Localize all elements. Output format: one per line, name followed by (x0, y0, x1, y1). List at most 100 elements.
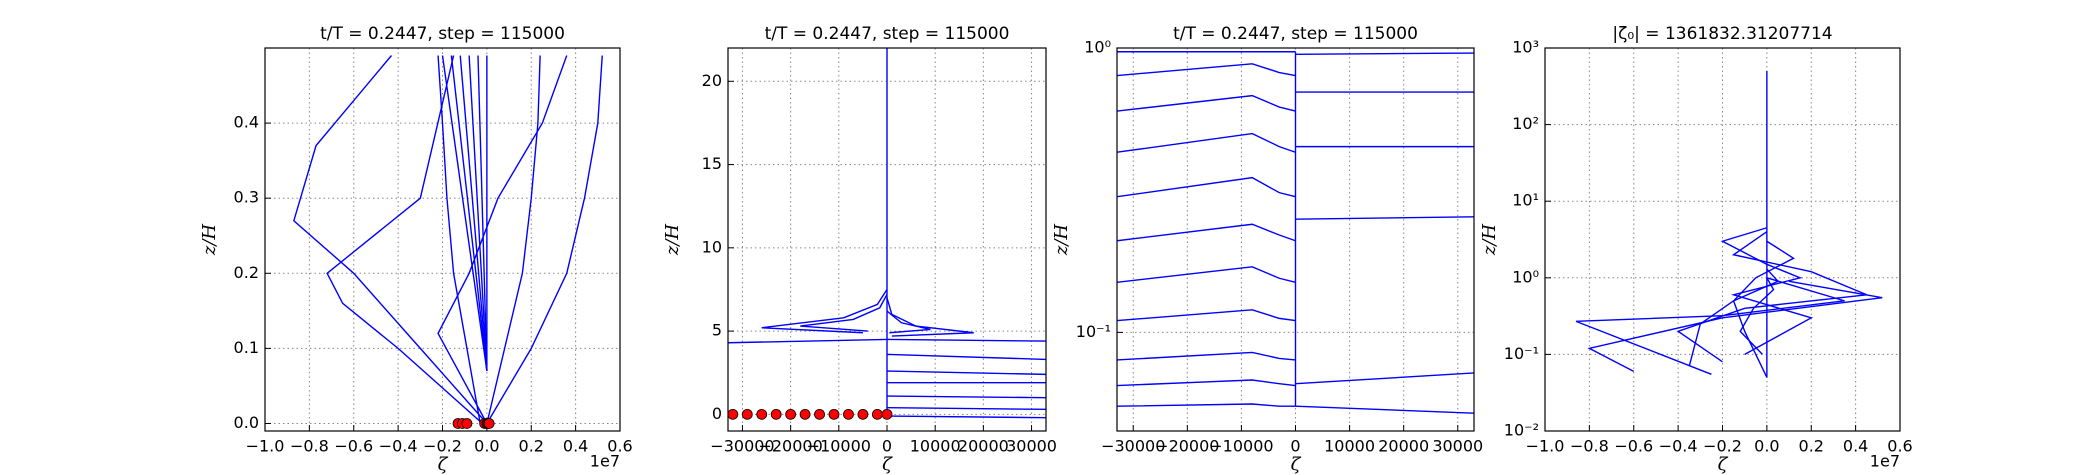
x-tick-label: 30000 (1006, 437, 1057, 456)
plot-area (1575, 71, 1883, 378)
x-tick-label: −20000 (1155, 437, 1219, 456)
profile-line (1295, 52, 1474, 56)
profile-line (1295, 372, 1474, 385)
axes-frame (1116, 47, 1475, 432)
marker (461, 418, 473, 429)
y-tick-label: 0.2 (234, 263, 259, 282)
x-tick-label: −0.4 (1659, 437, 1698, 456)
x-tick-label: −1.0 (246, 437, 285, 456)
y-tick-label: 10¹ (1512, 191, 1539, 210)
profile-line (800, 294, 888, 332)
x-tick-label: 0.2 (519, 437, 544, 456)
marker (857, 408, 869, 420)
profile-line (1575, 277, 1845, 375)
y-axis-label: z/H (199, 224, 220, 257)
profile-line (486, 55, 603, 424)
profile-line (1117, 309, 1296, 322)
y-axis-label: z/H (1051, 224, 1072, 257)
x-tick-label: −0.8 (290, 437, 329, 456)
y-tick-label: 0.4 (234, 113, 259, 132)
marker (814, 408, 825, 420)
y-tick-label: 10 (702, 237, 722, 256)
y-tick-label: 0 (712, 404, 722, 423)
profile-line (886, 395, 1046, 399)
profile-line (886, 370, 1046, 376)
chart-title: t/T = 0.2447, step = 115000 (765, 24, 1010, 44)
profile-line (468, 55, 488, 371)
profile-line (761, 289, 888, 334)
profile-line (1295, 216, 1474, 220)
x-tick-label: −30000 (1101, 437, 1165, 456)
profile-line (1117, 63, 1296, 77)
x-tick-label: 20000 (958, 437, 1009, 456)
x-tick-label: 0.0 (1754, 437, 1779, 456)
profile-line (1117, 223, 1296, 242)
y-axis-label: z/H (1479, 224, 1500, 257)
profile-line (1117, 379, 1296, 387)
profile-line (437, 55, 481, 424)
profile-line (886, 310, 931, 334)
profile-line (441, 55, 488, 372)
axes-frame (1544, 47, 1901, 432)
profile-line (1739, 277, 1775, 355)
marker (843, 408, 854, 420)
profile-line (459, 55, 488, 371)
x-axis-label: ζ (438, 454, 449, 475)
marker (741, 408, 753, 420)
profile-line (326, 55, 483, 425)
x-tick-label: −0.8 (1570, 437, 1609, 456)
x-tick-label: 30000 (1432, 437, 1483, 456)
x-tick-label: 0.6 (607, 437, 632, 456)
chart-title: |ζ₀| = 1361832.31207714 (1612, 24, 1832, 44)
x-tick-label: −0.2 (1703, 437, 1742, 456)
profile-line (450, 55, 488, 371)
y-tick-label: 10² (1512, 114, 1539, 133)
plot-area (293, 55, 603, 429)
profile-line (293, 55, 488, 424)
x-axis-label: ζ (1291, 454, 1302, 475)
y-tick-label: 15 (702, 154, 722, 173)
profile-line (1587, 280, 1883, 373)
plot-area (728, 48, 1046, 420)
profile-line (1295, 405, 1474, 414)
x-tick-label: 0.4 (563, 437, 588, 456)
profile-line (1117, 403, 1296, 407)
axes-frame (264, 47, 621, 432)
chart-title: t/T = 0.2447, step = 115000 (320, 24, 565, 44)
profile-line (728, 338, 888, 344)
x-tick-label: 0.4 (1843, 437, 1868, 456)
profile-line (477, 55, 488, 371)
x-tick-label: −20000 (758, 437, 822, 456)
x-offset-label: 1e7 (590, 452, 620, 471)
marker (483, 418, 495, 429)
profile-line (886, 415, 1046, 419)
x-tick-label: 0.6 (1887, 437, 1912, 456)
x-tick-label: 20000 (1378, 437, 1429, 456)
axes-frame (727, 47, 1047, 432)
y-tick-label: 10⁻¹ (1076, 322, 1111, 341)
y-tick-label: 20 (702, 71, 722, 90)
profile-line (1117, 132, 1296, 153)
y-tick-label: 0.0 (234, 413, 259, 432)
profile-line (1117, 266, 1296, 283)
x-tick-label: −10000 (807, 437, 871, 456)
profile-line (886, 297, 974, 337)
x-offset-label: 1e7 (1870, 452, 1900, 471)
y-tick-label: 10⁻¹ (1504, 344, 1539, 363)
x-tick-label: −30000 (710, 437, 774, 456)
y-tick-label: 0.1 (234, 338, 259, 357)
marker (756, 408, 768, 420)
x-tick-label: 0.0 (474, 437, 499, 456)
profile-line (1117, 351, 1296, 361)
y-tick-label: 5 (712, 321, 722, 340)
x-tick-label: −0.4 (379, 437, 418, 456)
chart-title: t/T = 0.2447, step = 115000 (1173, 24, 1418, 44)
x-tick-label: 10000 (910, 437, 961, 456)
x-tick-label: −10000 (1209, 437, 1273, 456)
profile-line (886, 338, 1046, 342)
x-tick-label: 10000 (1324, 437, 1375, 456)
x-axis-label: ζ (1718, 454, 1729, 475)
x-tick-label: 0.2 (1799, 437, 1824, 456)
marker (799, 408, 811, 420)
